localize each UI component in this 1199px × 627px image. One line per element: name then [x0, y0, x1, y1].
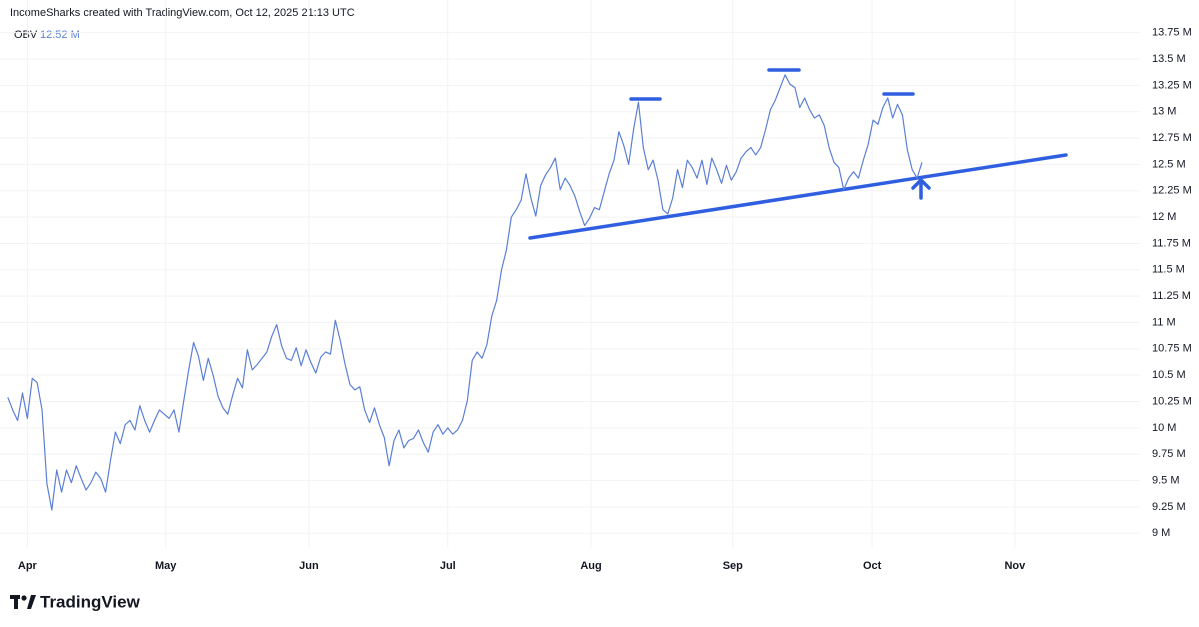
- y-tick-label: 11.5 M: [1152, 264, 1185, 276]
- y-tick-label: 10.5 M: [1152, 369, 1186, 381]
- y-tick-label: 13.75 M: [1152, 27, 1192, 39]
- annotations: [528, 68, 1068, 240]
- brand-name: TradingView: [40, 592, 141, 611]
- y-tick-label: 12.75 M: [1152, 132, 1192, 144]
- y-tick-label: 10 M: [1152, 422, 1176, 434]
- x-tick-label: Apr: [18, 560, 38, 572]
- y-tick-label: 10.75 M: [1152, 343, 1192, 355]
- y-tick-label: 11.75 M: [1152, 237, 1191, 249]
- y-tick-label: 13 M: [1152, 106, 1176, 118]
- y-tick-label: 9 M: [1152, 527, 1170, 539]
- x-tick-label: Oct: [863, 560, 882, 572]
- y-tick-label: 9.5 M: [1152, 474, 1180, 486]
- chart-title: IncomeSharks created with TradingView.co…: [10, 7, 355, 19]
- x-tick-label: Aug: [580, 560, 601, 572]
- x-tick-label: Sep: [723, 560, 743, 572]
- x-tick-label: Jul: [440, 560, 456, 572]
- y-tick-label: 13.25 M: [1152, 79, 1192, 91]
- y-tick-label: 12.25 M: [1152, 185, 1192, 197]
- y-tick-label: 9.25 M: [1152, 501, 1186, 513]
- logo-shape: [14, 595, 18, 609]
- x-tick-label: Jun: [299, 560, 319, 572]
- y-tick-label: 10.25 M: [1152, 395, 1192, 407]
- y-tick-label: 9.75 M: [1152, 448, 1186, 460]
- legend-name: OBV: [14, 29, 38, 41]
- x-tick-label: May: [155, 560, 177, 572]
- grid: [0, 0, 1140, 548]
- y-tick-label: 11 M: [1152, 316, 1176, 328]
- line-series: [7, 74, 923, 511]
- y-tick-label: 13.5 M: [1152, 53, 1186, 65]
- logo-shape: [27, 595, 36, 609]
- logo-shape: [21, 595, 27, 601]
- y-tick-label: 11.25 M: [1152, 290, 1191, 302]
- brand-logo: [10, 595, 36, 609]
- legend-value: 12.52 M: [40, 29, 80, 41]
- y-tick-label: 12.5 M: [1152, 158, 1186, 170]
- arrow: [911, 177, 931, 200]
- y-tick-label: 12 M: [1152, 211, 1176, 223]
- x-tick-label: Nov: [1004, 560, 1026, 572]
- trendline: [528, 153, 1068, 240]
